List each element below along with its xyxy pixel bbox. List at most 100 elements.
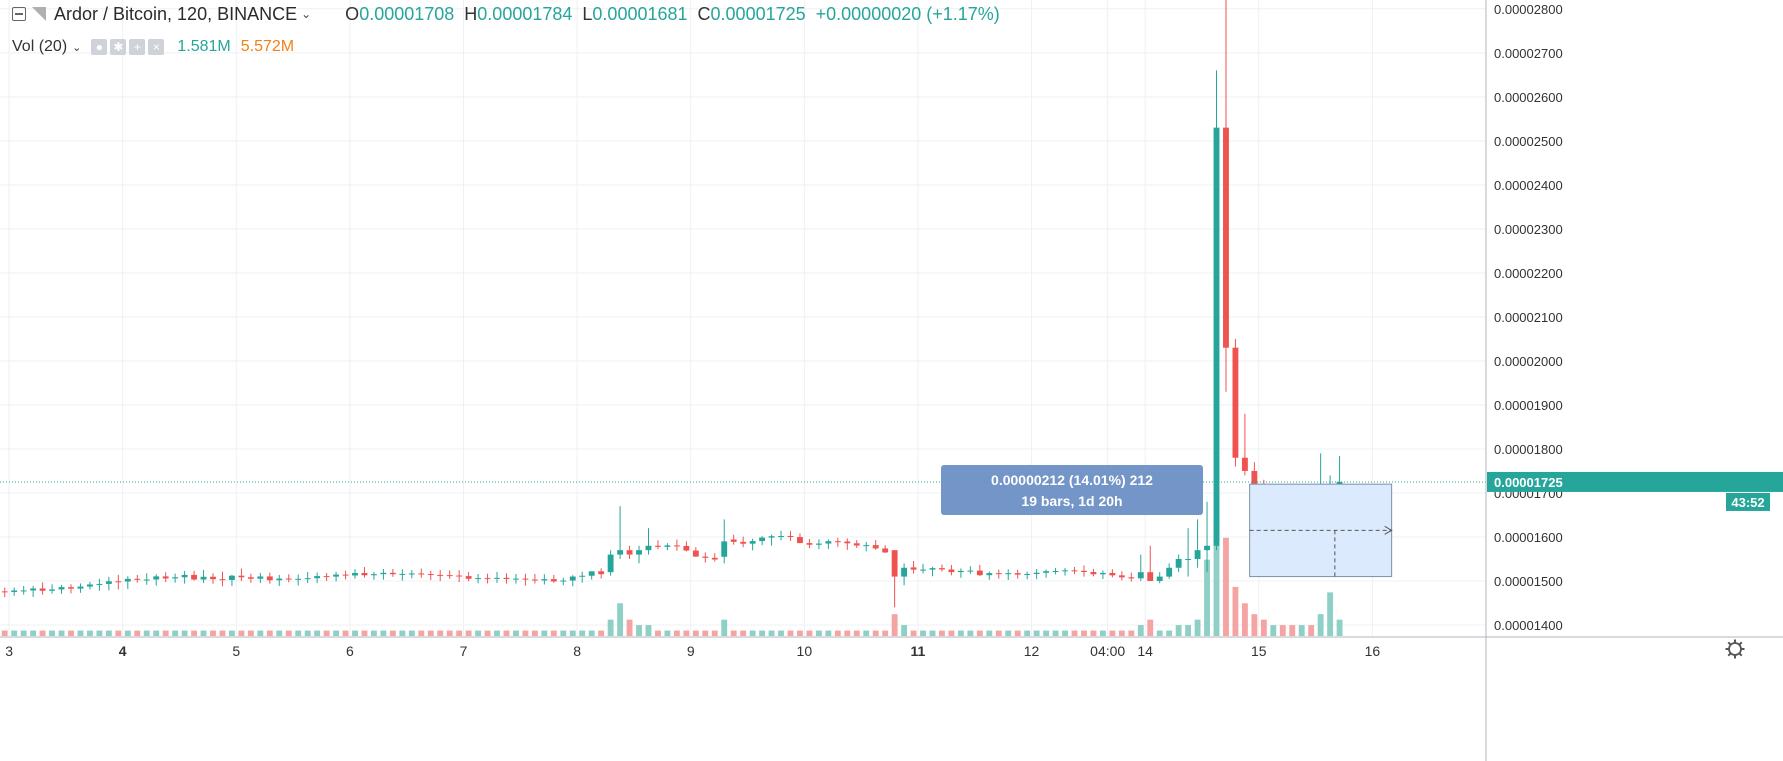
volume-bar (1279, 625, 1286, 636)
volume-bar (778, 630, 784, 636)
candle-body (134, 578, 141, 580)
candle-body (1071, 570, 1078, 572)
volume-bar (1260, 619, 1267, 636)
candle-body (1204, 545, 1210, 551)
candle-body (238, 575, 245, 578)
volume-bar (503, 630, 510, 636)
gear-icon[interactable] (1725, 639, 1745, 659)
volume-bar (1327, 592, 1334, 636)
candle-body (39, 588, 46, 591)
candle-body (1137, 572, 1144, 579)
chevron-down-icon[interactable]: ⌄ (72, 41, 82, 54)
volume-bar (314, 630, 321, 636)
volume-bar (560, 630, 567, 636)
volume-bar (607, 619, 614, 636)
volume-bar (427, 630, 434, 636)
candle-body (531, 579, 538, 581)
volume-bar (30, 630, 37, 636)
volume-bar (901, 625, 908, 636)
candle-body (1166, 567, 1173, 577)
measure-tooltip-line2: 19 bars, 1d 20h (1021, 493, 1122, 509)
volume-bar (920, 630, 926, 636)
volume-bar (115, 630, 122, 636)
candle-body (49, 589, 56, 591)
close-icon[interactable]: × (148, 39, 165, 55)
candle-body (683, 545, 690, 551)
volume-bar (626, 619, 633, 636)
volume-bar (513, 630, 519, 636)
x-tick-label: 9 (687, 643, 695, 659)
candle-body (1128, 577, 1135, 579)
volume-bar (976, 630, 983, 636)
candle-body (1005, 573, 1012, 575)
volume-bar (531, 630, 538, 636)
volume-bar (304, 630, 311, 636)
candle-body (920, 569, 926, 571)
volume-bar (49, 630, 56, 636)
volume-bar (910, 630, 917, 636)
candle-body (702, 556, 709, 558)
volume-bar (446, 630, 453, 636)
volume-bar (541, 630, 548, 636)
volume-bar (986, 630, 993, 636)
measure-tooltip (941, 465, 1203, 515)
volume-bar (957, 630, 964, 636)
chevron-down-icon[interactable]: ⌄ (301, 7, 312, 21)
candle-body (768, 536, 775, 538)
volume-bar (995, 630, 1002, 636)
collapse-icon[interactable] (12, 7, 26, 21)
close-value: 0.00001725 (710, 3, 806, 24)
volume-bar (863, 630, 870, 636)
candle-body (456, 575, 463, 577)
volume-bar (759, 630, 766, 636)
gear-icon-tooth (1738, 641, 1743, 646)
measure-tooltip-line1: 0.00000212 (14.01%) 212 (991, 472, 1153, 488)
candle-body (579, 575, 586, 577)
candle-body (1147, 572, 1154, 581)
plus-icon[interactable]: + (129, 39, 146, 55)
y-tick-label: 0.00002800 (1494, 2, 1563, 17)
volume-bar (1156, 630, 1163, 636)
volume-bar (342, 630, 349, 636)
gear-icon-tooth (1727, 641, 1732, 646)
candle-body (901, 567, 908, 577)
volume-bar (588, 630, 595, 636)
y-tick-label: 0.00002200 (1494, 266, 1563, 281)
candle-body (815, 543, 822, 545)
volume-bar (200, 630, 207, 636)
volume-bar (815, 630, 822, 636)
settings-icon[interactable]: ✱ (110, 39, 127, 55)
candle-body (541, 579, 548, 581)
candle-body (655, 545, 661, 547)
volume-bar (806, 630, 813, 636)
candle-body (494, 577, 500, 579)
volume-bar (598, 630, 605, 636)
volume-bar (1308, 625, 1315, 636)
volume-label[interactable]: Vol (20) (12, 38, 68, 55)
volume-bar (105, 630, 112, 636)
candle-body (636, 550, 642, 555)
candle-body (162, 576, 169, 579)
countdown-tag (1726, 492, 1770, 511)
volume-bar (1317, 614, 1324, 636)
candle-body (513, 578, 519, 580)
volume-bar (465, 630, 472, 636)
candle-body (437, 574, 444, 576)
volume-bar (1194, 619, 1201, 636)
volume-bar (882, 630, 889, 636)
symbol-title[interactable]: Ardor / Bitcoin, 120, BINANCE (54, 3, 298, 24)
candle-body (210, 576, 216, 580)
volume-bar (692, 630, 699, 636)
volume-bar (740, 630, 747, 636)
candle-body (361, 572, 368, 576)
candle-body (304, 578, 311, 580)
candle-body (1213, 127, 1220, 546)
volume-bar (929, 630, 936, 636)
gear-icon-tooth (1738, 652, 1743, 657)
eye-icon[interactable]: ● (91, 39, 108, 55)
y-tick-label: 0.00002000 (1494, 354, 1563, 369)
volume-bar (352, 630, 358, 636)
chart-overlays: 0.00000212 (14.01%) 212 19 bars, 1d 20h (0, 465, 1486, 578)
x-tick-label: 5 (232, 643, 240, 659)
